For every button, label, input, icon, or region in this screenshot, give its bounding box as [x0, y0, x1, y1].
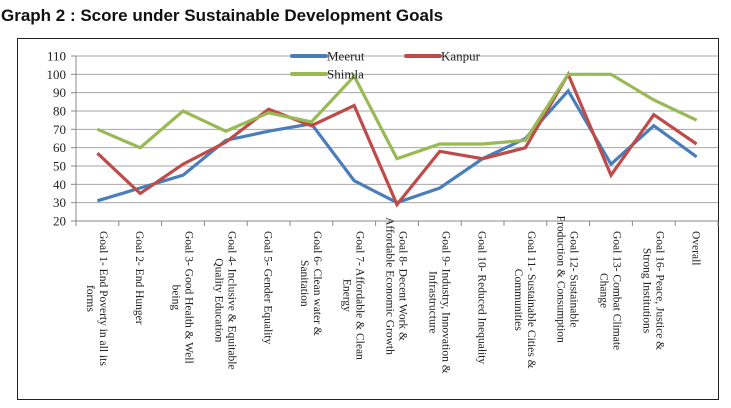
- series-line-shimla: [96, 72, 698, 161]
- x-tick-label-line: Goal 16- Peace, Justice &: [653, 231, 665, 350]
- x-tick-label-line: Goal 3- Good Health & Well: [183, 231, 195, 364]
- x-tick-label: Goal 10- Reduced Inequality: [476, 231, 488, 364]
- x-tick-label: Goal 16- Peace, Justice &Strong Institut…: [640, 231, 665, 350]
- x-tick-label: Goal 11- Sustainable Cities &Communities: [512, 231, 537, 369]
- x-tick-label-line: Sanitation: [298, 260, 310, 307]
- x-tick-label: Goal 5- Gender Equality: [262, 231, 274, 345]
- x-tick-label: Goal 6- Clean water &Sanitation: [298, 231, 323, 336]
- x-tick-label-line: Goal 12- Sustainable: [568, 231, 580, 327]
- x-tick-label-line: Affordable Economic Growth: [384, 217, 396, 355]
- x-tick-label: Goal 8- Decent Work &Affordable Economic…: [384, 217, 409, 355]
- x-tick-label-line: Goal 6- Clean water &: [311, 231, 323, 336]
- x-tick-label-line: Goal 2- End Hunger: [133, 231, 145, 325]
- y-tick-label: 80: [53, 104, 66, 119]
- x-tick-label-line: Production & Consumption: [555, 216, 567, 343]
- x-tick-label-line: Goal 10- Reduced Inequality: [476, 231, 488, 364]
- y-tick-label: 100: [47, 67, 67, 82]
- x-tick-label-line: Energy: [341, 279, 353, 312]
- x-tick-label-line: forms: [84, 285, 96, 312]
- x-tick-label-line: Communities: [512, 269, 524, 332]
- x-tick-label-line: Quality Education: [212, 258, 224, 342]
- legend-label: Shimla: [327, 67, 364, 82]
- x-tick-label-line: Goal 11- Sustainable Cities &: [525, 231, 537, 369]
- x-tick-label-line: Goal 4- Inclusive & Equitable: [225, 231, 237, 370]
- x-tick-label-line: Overall: [690, 231, 702, 265]
- y-tick-label: 90: [53, 85, 66, 100]
- series-line-meerut: [96, 88, 698, 205]
- y-tick-label: 40: [53, 177, 66, 192]
- legend-item-kanpur: Kanpur: [404, 49, 481, 64]
- x-tick-label: Overall: [690, 231, 702, 265]
- series-line-kanpur: [96, 70, 698, 208]
- y-tick-label: 30: [53, 195, 66, 210]
- series-lines: [96, 70, 698, 208]
- x-tick-label-line: Infrastructure: [426, 271, 438, 334]
- x-tick-label-line: Change: [598, 273, 610, 308]
- x-tick-label-line: Goal 7- Affordable & Clean: [354, 231, 366, 360]
- legend-label: Kanpur: [441, 49, 481, 64]
- x-tick-label-line: being: [170, 285, 182, 311]
- y-axis: 20 30 40 50 60 70 80 90 100 110: [47, 49, 77, 229]
- legend-item-meerut: Meerut: [290, 49, 365, 64]
- x-tick-label-line: Goal 9- Industry, Innovation &: [439, 231, 451, 374]
- y-tick-label: 70: [53, 122, 66, 137]
- x-tick-label-line: Goal 5- Gender Equality: [262, 231, 274, 345]
- x-tick-label: Goal 9- Industry, Innovation &Infrastruc…: [426, 231, 451, 374]
- x-tick-label: Goal 2- End Hunger: [133, 231, 145, 325]
- y-tick-label: 60: [53, 140, 66, 155]
- legend-label: Meerut: [327, 49, 365, 64]
- x-tick-label-line: Goal 1- End Poverty in all its: [97, 231, 109, 366]
- chart-title: Graph 2 : Score under Sustainable Develo…: [1, 6, 444, 25]
- y-tick-label: 20: [53, 214, 66, 229]
- y-tick-label: 50: [53, 159, 66, 174]
- chart-frame: [17, 38, 719, 400]
- legend: Meerut Kanpur Shimla: [290, 49, 481, 82]
- y-tick-label: 110: [47, 49, 66, 64]
- x-tick-label-line: Strong Institutions: [640, 248, 652, 334]
- x-tick-label-line: Goal 13- Combat Climate: [611, 231, 623, 350]
- legend-item-shimla: Shimla: [290, 67, 364, 82]
- x-tick-label-line: Goal 8- Decent Work &: [397, 231, 409, 341]
